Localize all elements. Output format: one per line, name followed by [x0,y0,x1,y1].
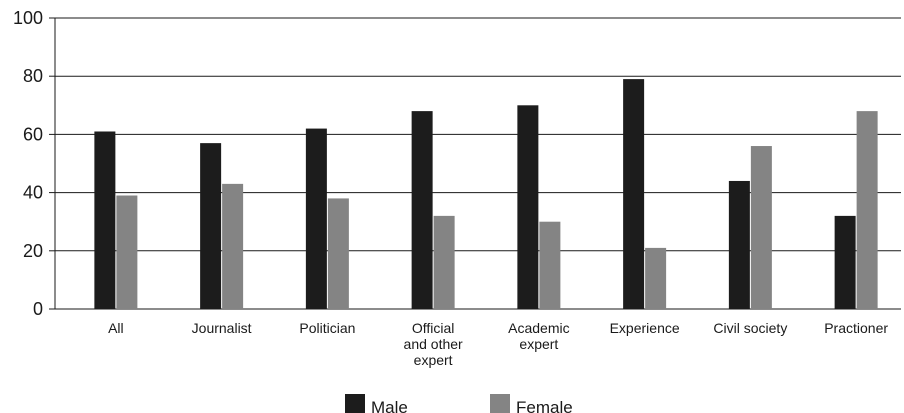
x-category-label: and other [404,336,463,352]
bar-male-5 [623,79,645,309]
bar-male-4 [517,105,539,309]
x-category-label: Academic [508,320,569,336]
bar-female-4 [539,221,561,309]
x-category-label: Practioner [824,320,888,336]
bar-male-1 [200,143,222,309]
legend-label-male: Male [371,398,408,413]
bar-female-2 [327,198,349,309]
bar-female-6 [750,146,772,309]
legend-swatch-female [490,394,510,413]
y-tick-label: 0 [33,299,43,319]
bar-male-3 [411,111,433,310]
y-tick-label: 60 [23,124,43,144]
gridlines [55,17,901,252]
y-tick-label: 100 [13,8,43,28]
legend: Male Female [345,394,573,413]
x-category-label: Politician [299,320,355,336]
bar-male-7 [834,215,856,309]
bar-male-6 [728,180,750,309]
x-category-label: All [108,320,124,336]
bar-female-3 [433,215,455,309]
legend-label-female: Female [516,398,573,413]
bar-male-0 [94,131,116,309]
y-tick-label: 40 [23,183,43,203]
bar-male-2 [305,128,327,309]
x-category-label: expert [414,352,453,368]
bars [94,79,878,310]
y-tick-label: 20 [23,241,43,261]
x-category-label: expert [519,336,558,352]
x-category-label: Official [412,320,455,336]
bar-female-0 [116,195,138,309]
bar-female-7 [856,111,878,310]
x-category-label: Experience [610,320,680,336]
legend-swatch-male [345,394,365,413]
y-tick-label: 80 [23,66,43,86]
x-category-label: Civil society [713,320,787,336]
x-category-label: Journalist [192,320,252,336]
bar-female-5 [645,247,667,309]
bar-female-1 [222,183,244,309]
